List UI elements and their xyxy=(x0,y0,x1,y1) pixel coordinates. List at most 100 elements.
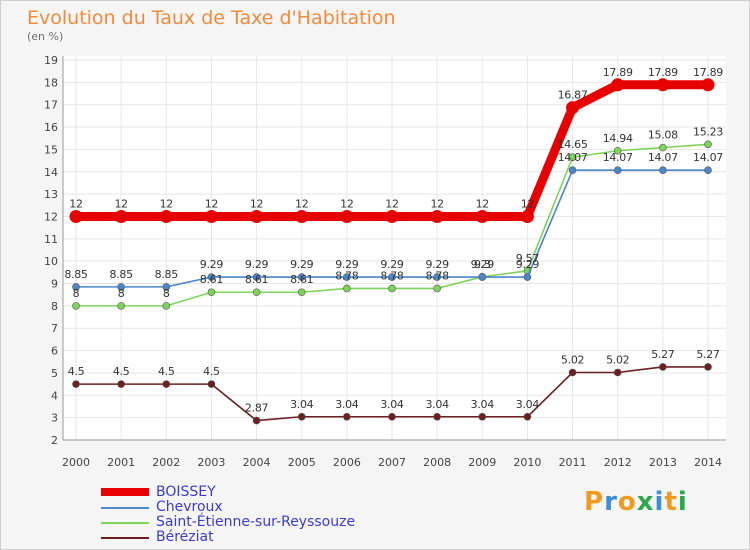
proxiti-logo: Proxiti xyxy=(584,487,688,517)
data-label: 3.04 xyxy=(471,398,495,411)
data-label: 3.04 xyxy=(516,398,540,411)
x-tick-label: 2010 xyxy=(513,456,541,469)
data-label: 9.29 xyxy=(200,258,224,271)
data-label: 8 xyxy=(118,287,125,300)
data-label: 8.61 xyxy=(290,273,313,286)
data-point xyxy=(250,209,264,223)
data-point xyxy=(117,283,125,291)
legend-swatch-chevroux xyxy=(101,507,149,509)
data-label: 9.3 xyxy=(474,258,491,271)
data-label: 4.5 xyxy=(203,365,220,378)
data-point xyxy=(252,273,261,281)
data-point xyxy=(388,273,396,281)
data-label: 2.87 xyxy=(245,402,269,415)
data-point xyxy=(162,380,171,388)
data-label: 9.29 xyxy=(471,258,495,271)
data-label: 3.04 xyxy=(290,398,314,411)
data-label: 8.78 xyxy=(380,269,404,282)
data-point xyxy=(704,166,712,174)
data-label: 9.57 xyxy=(516,252,540,265)
data-point xyxy=(69,209,83,223)
data-point xyxy=(117,302,125,310)
data-label: 12 xyxy=(521,197,534,210)
data-point xyxy=(162,283,171,291)
y-tick-label: 2 xyxy=(51,434,58,447)
x-tick-label: 2013 xyxy=(649,456,677,469)
logo-letter: x xyxy=(636,487,655,517)
data-label: 9.29 xyxy=(516,258,540,271)
y-tick-label: 3 xyxy=(51,412,58,425)
logo-letter: t xyxy=(664,487,678,517)
data-point xyxy=(72,302,80,310)
data-point xyxy=(659,363,667,371)
data-label: 4.5 xyxy=(158,365,175,378)
data-point xyxy=(72,283,80,291)
y-tick-label: 19 xyxy=(44,54,58,67)
data-label: 14.07 xyxy=(648,151,678,164)
y-tick-label: 15 xyxy=(44,143,58,156)
data-point xyxy=(207,288,216,297)
data-point xyxy=(252,416,261,425)
x-tick-label: 2007 xyxy=(378,456,406,469)
legend-label: Chevroux xyxy=(156,499,223,515)
data-label: 8.61 xyxy=(245,273,268,286)
data-label: 14.07 xyxy=(693,151,723,164)
legend-swatch-boissey xyxy=(101,488,149,496)
data-point xyxy=(433,284,441,293)
data-label: 8.78 xyxy=(425,269,449,282)
y-tick-label: 5 xyxy=(51,367,58,380)
data-label: 3.04 xyxy=(380,398,404,411)
data-point xyxy=(159,209,173,223)
data-point xyxy=(343,412,351,421)
data-label: 12 xyxy=(250,197,263,210)
data-point xyxy=(478,273,487,281)
data-label: 16.87 xyxy=(558,89,588,102)
legend-label: BOISSEY xyxy=(156,484,216,500)
data-point xyxy=(340,209,354,223)
x-tick-label: 2014 xyxy=(694,456,722,469)
data-point xyxy=(162,302,171,310)
x-tick-label: 2011 xyxy=(559,456,587,469)
data-label: 12 xyxy=(114,197,127,210)
data-label: 12 xyxy=(69,197,82,210)
data-point xyxy=(568,166,577,174)
y-tick-label: 6 xyxy=(51,345,58,358)
data-point xyxy=(204,209,218,223)
legend-label: Saint-Étienne-sur-Reyssouze xyxy=(156,514,356,530)
data-label: 5.02 xyxy=(606,353,629,366)
data-point xyxy=(117,380,125,388)
y-tick-label: 18 xyxy=(44,76,58,89)
logo-letter: o xyxy=(617,487,637,517)
data-point xyxy=(478,412,487,421)
data-label: 5.27 xyxy=(696,348,720,361)
data-label: 8.61 xyxy=(200,273,223,286)
x-tick-label: 2012 xyxy=(604,456,632,469)
data-point xyxy=(433,273,441,281)
data-label: 8.78 xyxy=(335,269,359,282)
data-label: 8.85 xyxy=(64,268,88,281)
data-point xyxy=(568,153,577,162)
data-point xyxy=(704,363,712,371)
y-tick-label: 13 xyxy=(44,188,58,201)
data-label: 3.04 xyxy=(425,398,449,411)
data-point xyxy=(704,140,712,149)
data-point xyxy=(613,146,622,155)
data-label: 15.23 xyxy=(693,125,723,138)
data-label: 17.89 xyxy=(603,66,633,79)
data-point xyxy=(343,273,351,281)
legend-swatch-bereziat xyxy=(101,537,149,539)
data-point xyxy=(388,412,396,421)
data-point xyxy=(343,284,351,293)
y-tick-label: 14 xyxy=(44,166,58,179)
data-point xyxy=(207,380,216,388)
data-label: 9.29 xyxy=(290,258,314,271)
data-label: 9.29 xyxy=(245,258,269,271)
data-label: 12 xyxy=(430,197,443,210)
data-point xyxy=(252,288,261,297)
data-label: 12 xyxy=(385,197,398,210)
data-label: 14.94 xyxy=(603,132,633,145)
data-point xyxy=(659,166,667,174)
data-point xyxy=(523,412,532,421)
